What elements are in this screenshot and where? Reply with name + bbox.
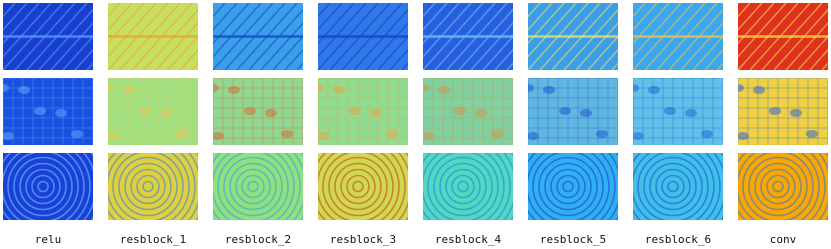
feature-map-tile xyxy=(423,153,513,220)
feature-map-tile xyxy=(528,78,618,145)
feature-map-tile xyxy=(318,3,408,70)
feature-map-tile xyxy=(423,3,513,70)
feature-map-tile xyxy=(528,3,618,70)
feature-map-tile xyxy=(3,78,93,145)
feature-map-tile xyxy=(318,153,408,220)
column-label: resblock_6 xyxy=(645,233,711,246)
column-label: resblock_5 xyxy=(540,233,606,246)
feature-map-tile xyxy=(738,78,828,145)
feature-map-tile xyxy=(633,153,723,220)
column-label: resblock_1 xyxy=(120,233,186,246)
feature-map-tile xyxy=(738,3,828,70)
feature-map-tile xyxy=(3,153,93,220)
feature-map-tile xyxy=(738,153,828,220)
feature-map-tile xyxy=(318,78,408,145)
column-label: conv xyxy=(770,233,797,246)
feature-map-tile xyxy=(633,3,723,70)
feature-map-tile xyxy=(423,78,513,145)
feature-map-tile xyxy=(213,153,303,220)
feature-map-tile xyxy=(528,153,618,220)
feature-map-tile xyxy=(213,78,303,145)
feature-map-tile xyxy=(108,153,198,220)
feature-map-tile xyxy=(213,3,303,70)
feature-map-tile xyxy=(3,3,93,70)
column-label: resblock_4 xyxy=(435,233,502,246)
feature-map-tile xyxy=(633,78,723,145)
column-label: resblock_3 xyxy=(330,233,396,246)
column-label: relu xyxy=(35,233,62,246)
feature-map-tile xyxy=(108,3,198,70)
feature-map-tile xyxy=(108,78,198,145)
column-label: resblock_2 xyxy=(225,233,291,246)
